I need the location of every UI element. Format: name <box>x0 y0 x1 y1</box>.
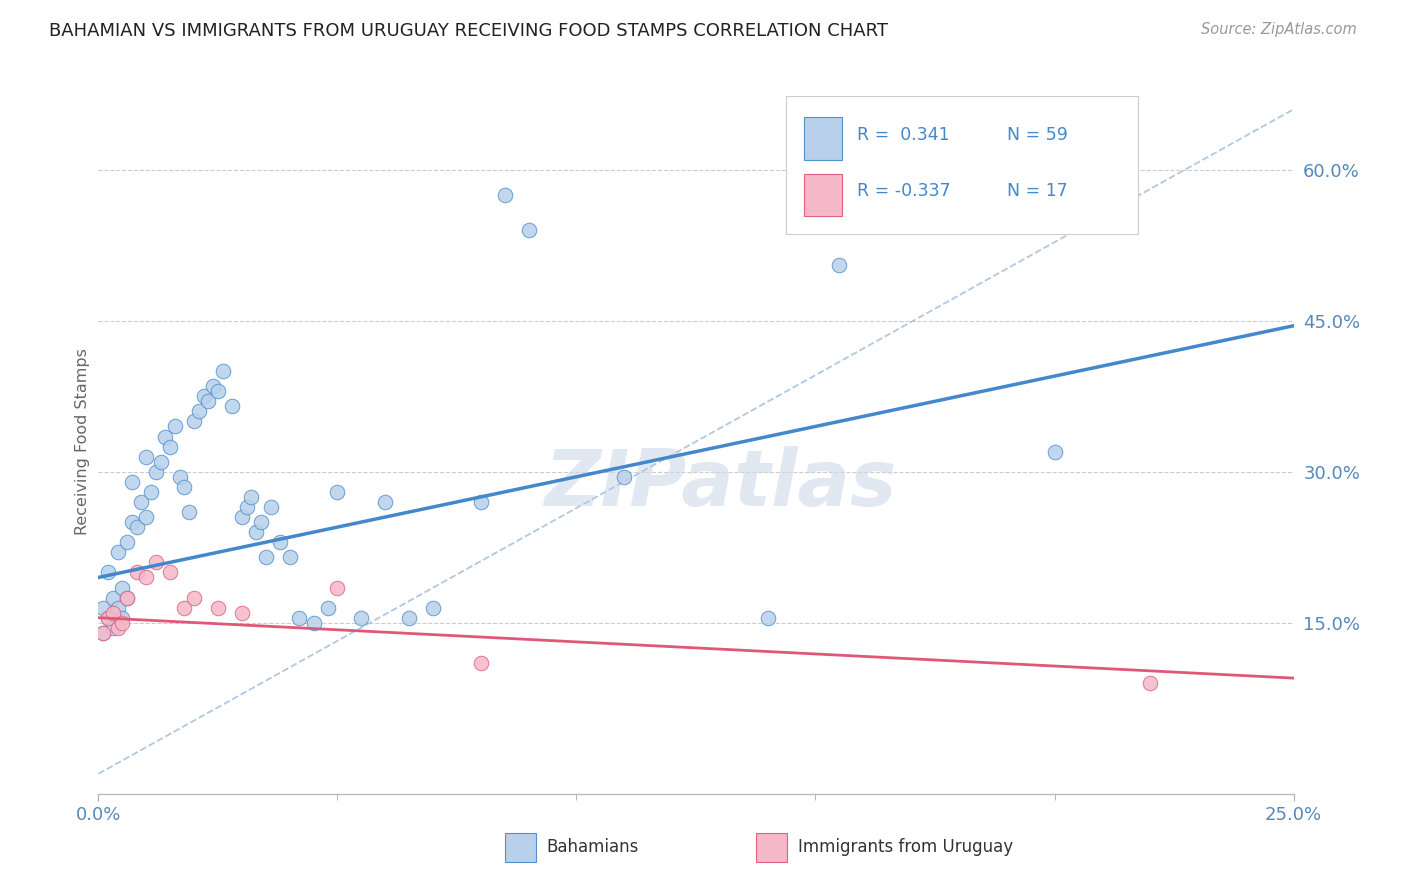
Point <box>179 505 201 519</box>
Point <box>235 500 257 514</box>
Point <box>183 591 205 605</box>
Point <box>207 384 229 399</box>
Point <box>159 566 181 580</box>
Point <box>131 495 153 509</box>
Point <box>302 615 325 630</box>
FancyBboxPatch shape <box>786 96 1139 234</box>
Point <box>240 490 263 504</box>
Point <box>193 389 215 403</box>
Text: N = 59: N = 59 <box>1007 126 1067 144</box>
Point <box>169 470 191 484</box>
Point <box>155 429 177 443</box>
Text: ZIPatlas: ZIPatlas <box>544 446 896 522</box>
FancyBboxPatch shape <box>756 832 787 863</box>
Point <box>135 570 157 584</box>
Point <box>211 364 233 378</box>
Point <box>107 545 129 559</box>
Point <box>139 484 162 499</box>
Point <box>221 400 243 414</box>
Point <box>149 455 172 469</box>
Point <box>613 470 636 484</box>
Point <box>326 581 349 595</box>
Point <box>422 600 444 615</box>
Text: Immigrants from Uruguay: Immigrants from Uruguay <box>797 838 1012 855</box>
Text: R =  0.341: R = 0.341 <box>858 126 950 144</box>
Point <box>231 606 253 620</box>
Point <box>278 550 301 565</box>
Point <box>756 611 779 625</box>
Point <box>173 600 195 615</box>
Point <box>207 600 229 615</box>
Point <box>828 259 851 273</box>
Point <box>183 414 205 428</box>
Text: Bahamians: Bahamians <box>547 838 638 855</box>
Point <box>187 404 209 418</box>
Point <box>97 611 120 625</box>
FancyBboxPatch shape <box>505 832 536 863</box>
Y-axis label: Receiving Food Stamps: Receiving Food Stamps <box>75 348 90 535</box>
Point <box>111 611 134 625</box>
Point <box>97 566 120 580</box>
Point <box>107 600 129 615</box>
Point <box>470 495 492 509</box>
Point <box>135 510 157 524</box>
Point <box>245 525 267 540</box>
Text: N = 17: N = 17 <box>1007 182 1067 201</box>
Point <box>101 606 124 620</box>
Point <box>135 450 157 464</box>
Point <box>231 510 253 524</box>
Text: BAHAMIAN VS IMMIGRANTS FROM URUGUAY RECEIVING FOOD STAMPS CORRELATION CHART: BAHAMIAN VS IMMIGRANTS FROM URUGUAY RECE… <box>49 22 889 40</box>
Point <box>259 500 281 514</box>
Text: R = -0.337: R = -0.337 <box>858 182 950 201</box>
Point <box>250 515 273 529</box>
Point <box>125 566 148 580</box>
Point <box>115 591 138 605</box>
Point <box>269 535 291 549</box>
Point <box>288 611 311 625</box>
Text: Source: ZipAtlas.com: Source: ZipAtlas.com <box>1201 22 1357 37</box>
Point <box>97 611 120 625</box>
Point <box>470 656 492 670</box>
Point <box>121 515 143 529</box>
Point <box>145 555 167 569</box>
Point <box>254 550 277 565</box>
Point <box>202 379 225 393</box>
Point <box>121 475 143 489</box>
FancyBboxPatch shape <box>804 118 842 160</box>
Point <box>91 625 114 640</box>
Point <box>350 611 373 625</box>
Point <box>101 621 124 635</box>
Point <box>1139 676 1161 690</box>
Point <box>91 600 114 615</box>
Point <box>316 600 339 615</box>
Point <box>115 535 138 549</box>
Point <box>1043 444 1066 458</box>
Point <box>111 581 134 595</box>
Point <box>125 520 148 534</box>
Point <box>91 625 114 640</box>
Point <box>173 480 195 494</box>
Point <box>494 188 516 202</box>
Point <box>197 394 219 409</box>
Point <box>101 591 124 605</box>
Point <box>163 419 186 434</box>
Point <box>374 495 396 509</box>
Point <box>115 591 138 605</box>
Point <box>145 465 167 479</box>
Point <box>159 440 181 454</box>
FancyBboxPatch shape <box>804 174 842 216</box>
Point <box>517 223 540 237</box>
Point <box>111 615 134 630</box>
Point <box>107 621 129 635</box>
Point <box>326 484 349 499</box>
Point <box>398 611 420 625</box>
